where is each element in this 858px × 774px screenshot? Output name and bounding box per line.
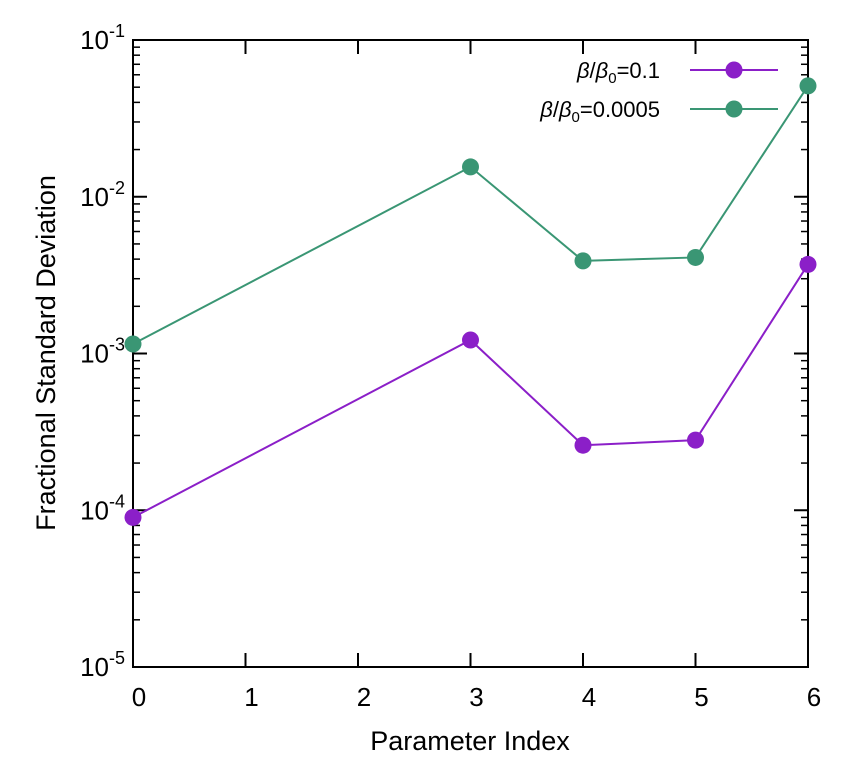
y-ticks: 10-5 10-4 10-3 10-2 10-1 bbox=[80, 21, 808, 682]
x-tick-label: 3 bbox=[469, 682, 483, 712]
legend-marker-1 bbox=[725, 100, 743, 118]
series-layer bbox=[124, 77, 817, 526]
data-point-1-2 bbox=[574, 252, 592, 270]
y-axis-label: Fractional Standard Deviation bbox=[31, 175, 61, 531]
data-point-0-0 bbox=[124, 508, 142, 526]
y-tick-label: 10-5 bbox=[80, 648, 125, 682]
legend-label-0: β/β0=0.1 bbox=[576, 58, 660, 87]
y-tick-label: 10-2 bbox=[80, 178, 125, 212]
x-tick-label: 4 bbox=[582, 682, 596, 712]
x-tick-label: 0 bbox=[132, 682, 146, 712]
x-axis-label: Parameter Index bbox=[370, 726, 570, 756]
legend-marker-0 bbox=[725, 61, 743, 79]
data-point-1-1 bbox=[462, 158, 479, 176]
data-point-1-0 bbox=[124, 335, 142, 353]
x-tick-label: 5 bbox=[694, 682, 708, 712]
legend: β/β0=0.1 β/β0=0.0005 bbox=[539, 58, 778, 126]
legend-label-1: β/β0=0.0005 bbox=[539, 97, 660, 126]
y-tick-label: 10-4 bbox=[80, 491, 125, 525]
y-tick-label: 10-1 bbox=[80, 21, 125, 55]
data-point-1-4 bbox=[799, 77, 817, 95]
data-point-0-2 bbox=[574, 436, 592, 454]
data-point-0-4 bbox=[799, 255, 817, 273]
series-line-0 bbox=[132, 263, 809, 519]
y-tick-label: 10-3 bbox=[80, 335, 125, 369]
plot-frame bbox=[132, 39, 809, 668]
x-ticks: 0 1 2 3 4 5 6 bbox=[132, 40, 821, 712]
data-point-0-1 bbox=[462, 331, 479, 349]
series-line-1 bbox=[132, 85, 809, 345]
data-point-0-3 bbox=[687, 431, 704, 449]
x-tick-label: 6 bbox=[807, 682, 821, 712]
x-tick-label: 2 bbox=[357, 682, 371, 712]
data-point-1-3 bbox=[687, 248, 704, 266]
x-tick-label: 1 bbox=[244, 682, 258, 712]
